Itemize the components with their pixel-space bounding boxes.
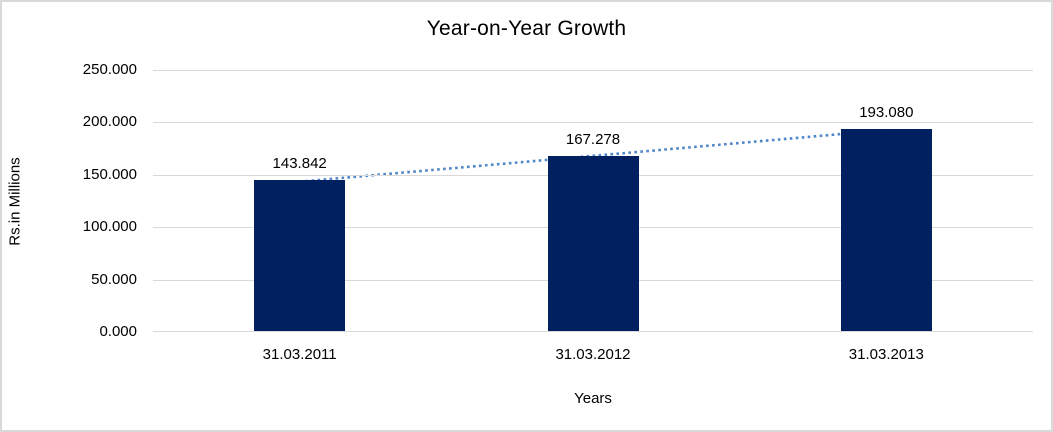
y-tick-label: 250.000 — [82, 61, 137, 78]
plot-area: 143.842 167.278 193.080 — [153, 70, 1033, 332]
x-axis-tick-labels: 31.03.2011 31.03.2012 31.03.2013 — [153, 346, 1033, 366]
y-tick-label: 200.000 — [82, 113, 137, 131]
x-tick-label: 31.03.2012 — [555, 346, 631, 363]
gridline — [153, 70, 1033, 71]
y-axis-tick-labels: 250.000 200.000 150.000 100.000 50.000 0.000 — [2, 61, 137, 340]
bar-value-label: 143.842 — [272, 155, 327, 173]
bar-value-label: 193.080 — [859, 103, 914, 121]
x-axis-title: Years — [574, 390, 612, 407]
y-tick-label: 50.000 — [91, 270, 137, 288]
x-tick-label: 31.03.2011 — [262, 346, 337, 363]
chart-title: Year-on-Year Growth — [426, 17, 627, 40]
gridline — [153, 122, 1033, 124]
bar-31.03.2011 — [254, 180, 346, 331]
y-tick-label: 100.000 — [82, 218, 137, 236]
x-tick-label: 31.03.2013 — [848, 346, 924, 363]
bar-31.03.2012 — [547, 155, 639, 331]
y-tick-label: 150.000 — [82, 165, 137, 183]
bar-31.03.2013 — [840, 128, 932, 331]
bar-value-label: 167.278 — [565, 130, 621, 148]
y-tick-label: 0.000 — [99, 323, 137, 340]
